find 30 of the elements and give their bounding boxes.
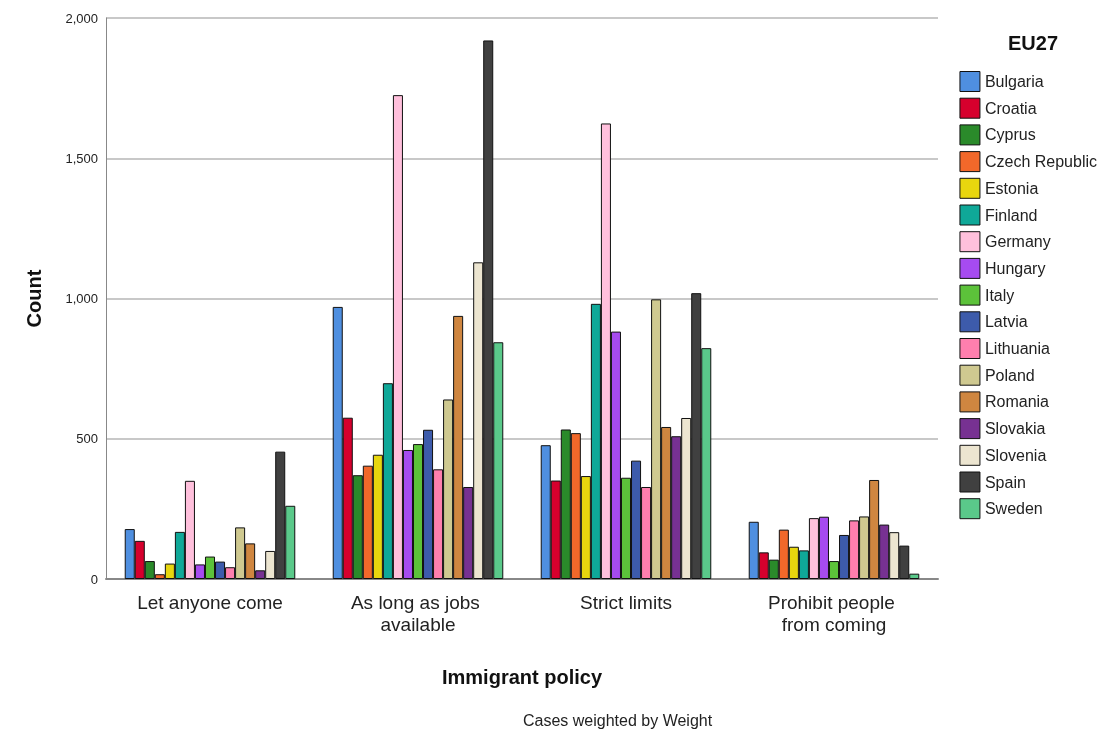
legend-label: Lithuania [984,340,1050,357]
legend-label: Sweden [984,500,1043,518]
text: Cases weighted by Weight [523,711,713,729]
legend-title: EU27 [1007,32,1058,54]
y-tick-label: 0 [90,571,98,587]
y-tick-label: 1,500 [65,150,98,166]
legend-label: Latvia [984,313,1028,331]
x-tick-label: Let anyone come [137,591,283,613]
legend-label: Bulgaria [984,73,1044,90]
y-tick-label: 1,000 [65,291,98,306]
y-axis-title: Count [23,269,45,328]
legend-label: Cyprus [984,126,1036,144]
x-tick-label: As long as jobs available [350,591,486,635]
legend-label: Slovenia [984,446,1047,464]
legend-label: Germany [984,233,1051,251]
legend-label: Croatia [984,99,1037,117]
legend-label: Italy [984,286,1015,304]
legend-label: Hungary [984,259,1046,277]
x-tick-label: Strict limits [580,591,672,613]
legend-label: Poland [984,366,1035,384]
x-tick-label: Prohibit people from coming [767,591,901,635]
legend-label: Czech Republic [984,153,1098,171]
legend-label: Finland [984,206,1038,224]
y-tick-label: 2,000 [65,10,98,26]
legend-label: Estonia [984,179,1039,197]
legend-label: Spain [984,473,1026,491]
legend-label: Romania [984,393,1050,411]
x-axis-title: Immigrant policy [441,666,603,688]
legend-label: Slovakia [984,420,1046,438]
y-tick-label: 500 [76,431,98,447]
